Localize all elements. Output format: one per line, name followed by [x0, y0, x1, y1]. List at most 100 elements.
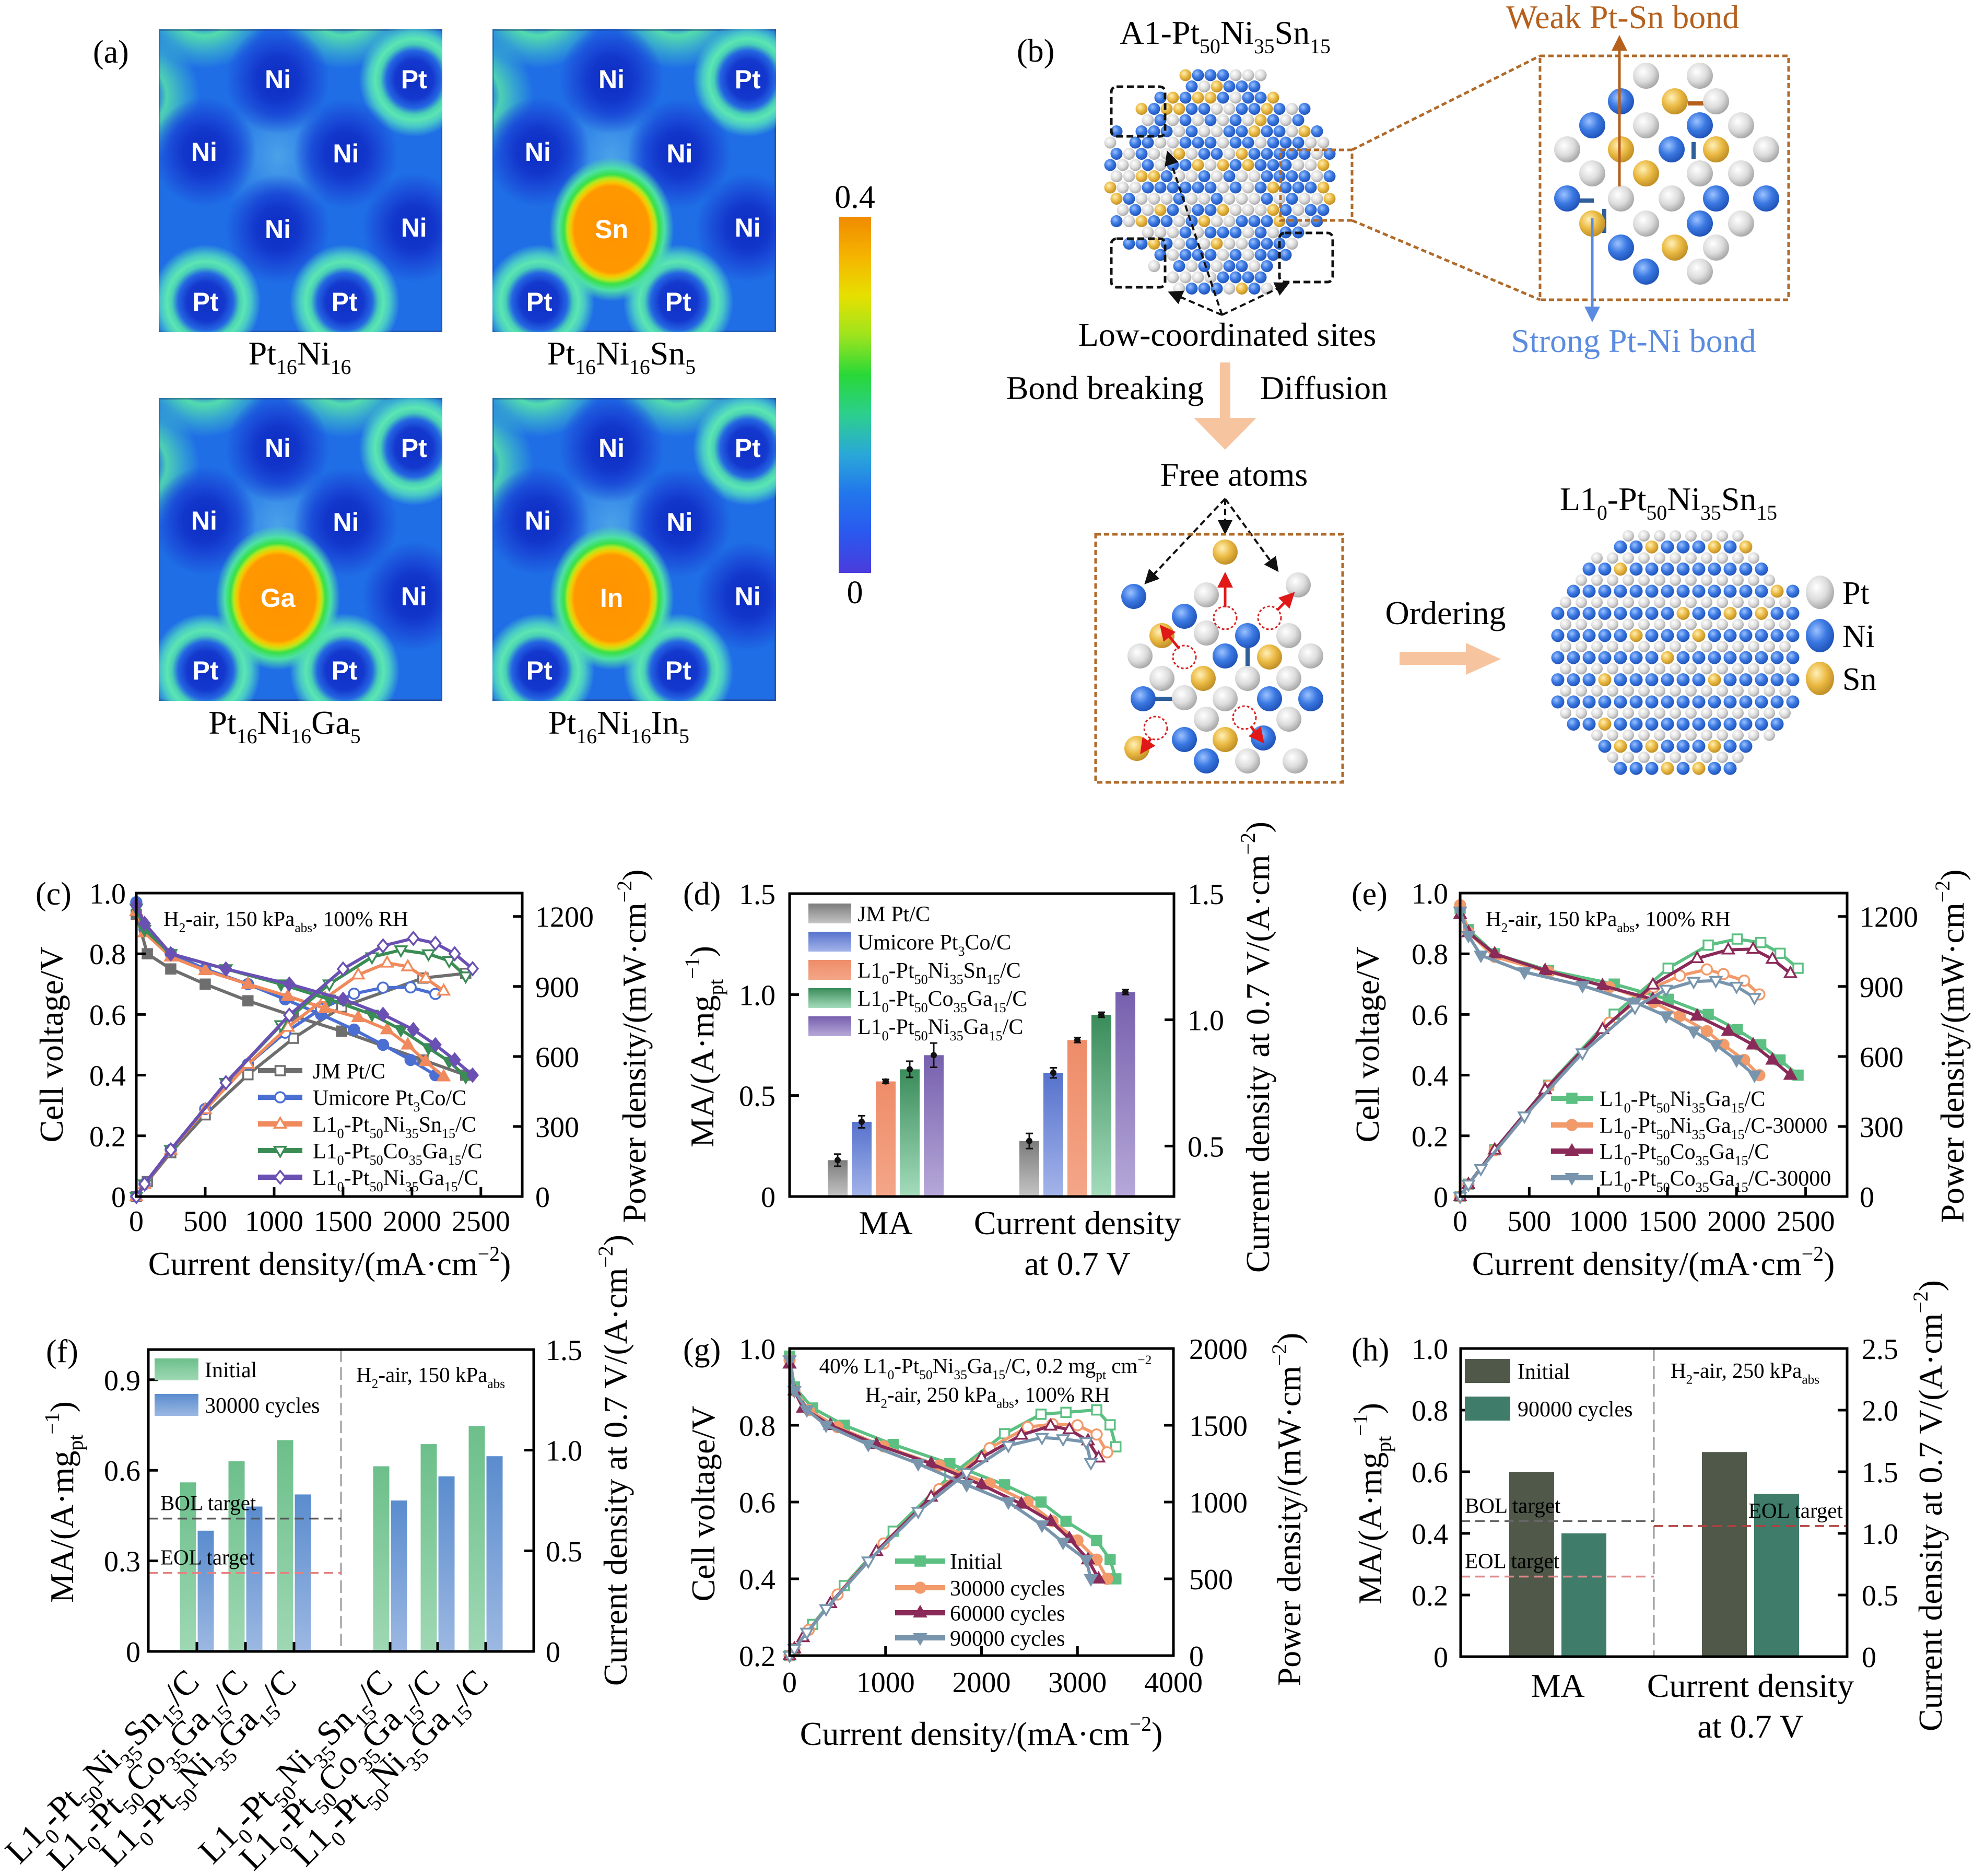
ni-atom: [1248, 103, 1261, 115]
bar: [1509, 1472, 1554, 1657]
pt-atom: [1129, 181, 1142, 194]
power-point: [1062, 1422, 1077, 1435]
voltage-point: [466, 1067, 479, 1083]
ni-atom: [1614, 606, 1627, 620]
y-tick-label: 0.6: [1412, 999, 1448, 1031]
sn-atom: [1192, 159, 1204, 171]
bar: [438, 1476, 455, 1651]
pt-atom: [1267, 226, 1279, 239]
voltage-point: [1035, 1520, 1050, 1533]
ni-atom: [1676, 673, 1690, 687]
ni-atom: [1135, 148, 1148, 160]
y-tick-label: 0.9: [104, 1365, 140, 1397]
legend-label: 30000 cycles: [205, 1394, 320, 1418]
ni-atom: [1629, 695, 1643, 709]
pt-atom: [1685, 752, 1697, 763]
ni-atom: [1582, 673, 1596, 687]
ni-atom: [1204, 204, 1217, 216]
y2-tick-label: 1.0: [1188, 1005, 1224, 1037]
power-point: [1746, 941, 1760, 954]
y-tick-label: 0.6: [104, 1455, 140, 1487]
pt-atom: [1764, 729, 1775, 741]
free-atoms-label: Free atoms: [1160, 456, 1308, 493]
pt-atom: [1732, 752, 1744, 763]
bar: [1115, 992, 1135, 1197]
ni-atom: [1254, 249, 1267, 261]
legend-label: 30000 cycles: [950, 1577, 1065, 1601]
pt-atom: [1167, 226, 1179, 239]
ni-atom: [1645, 562, 1659, 576]
ni-atom: [1273, 170, 1286, 182]
pt-atom: [1687, 259, 1713, 285]
atom-site-label: Pt: [159, 237, 268, 332]
pt-atom: [1591, 618, 1603, 630]
bar: [900, 1069, 920, 1197]
pt-atom: [1135, 193, 1148, 205]
legend: JM Pt/C Umicore Pt3Co/CL10-Pt50Ni35Sn15/C…: [808, 902, 1027, 1043]
ni-atom: [1598, 584, 1612, 598]
legend-label: Initial: [205, 1358, 257, 1382]
legend-label: 90000 cycles: [950, 1627, 1065, 1651]
power-point: [377, 981, 390, 994]
bar: [924, 1055, 944, 1197]
ni-atom: [1739, 717, 1753, 731]
ni-atom: [1629, 651, 1643, 664]
power-point: [458, 971, 473, 984]
ni-atom: [1323, 170, 1336, 182]
pt-atom: [1717, 707, 1728, 719]
x-tick-label: 1000: [245, 1205, 303, 1238]
x-tick-label: 500: [183, 1205, 227, 1238]
ni-atom: [1179, 226, 1192, 239]
pt-atom: [1685, 641, 1697, 652]
pt-atom: [1670, 663, 1681, 675]
zoom-connector-line: [1352, 219, 1541, 301]
pt-atom: [1286, 238, 1298, 250]
pt-atom: [1779, 618, 1791, 630]
pt-atom: [1670, 618, 1681, 630]
pt-atom: [1298, 193, 1311, 205]
pt-atom: [1654, 574, 1665, 586]
diffusion-arrow: [1159, 625, 1180, 650]
voltage-point: [348, 1023, 360, 1036]
pt-atom: [1701, 752, 1712, 763]
ni-atom: [1279, 159, 1292, 171]
sn-atom: [1755, 606, 1768, 620]
pt-atom: [1685, 574, 1697, 586]
ni-sphere-icon: [1806, 619, 1834, 652]
pt-atom: [1117, 159, 1129, 171]
ni-atom: [1242, 91, 1254, 104]
charge-density-map: Ni Pt Ni Ni Ni Ni Pt Pt: [159, 29, 442, 332]
panel-label: (c): [36, 876, 72, 912]
voltage-point: [436, 1069, 451, 1082]
ni-atom: [1708, 761, 1721, 775]
legend-marker: [274, 1091, 287, 1104]
sn-atom: [1708, 673, 1721, 687]
pt-atom: [1242, 69, 1254, 81]
pt-atom: [1173, 283, 1185, 295]
ni-atom: [1131, 686, 1156, 711]
bar: [1091, 1015, 1111, 1197]
sn-atom: [1191, 666, 1216, 691]
pt-atom: [1142, 204, 1154, 216]
power-point: [164, 1142, 178, 1158]
ni-atom: [1160, 215, 1173, 227]
voltage-point: [1001, 1497, 1016, 1510]
sn-atom: [1261, 103, 1273, 115]
pt-atom: [1607, 596, 1618, 608]
map-caption: Pt16Ni16: [249, 335, 351, 379]
ni-atom: [1192, 249, 1204, 261]
pt-atom: [1242, 226, 1254, 239]
pt-atom: [1638, 552, 1650, 564]
atom-site-label: Ni: [361, 541, 442, 651]
voltage-point: [800, 1405, 814, 1418]
bar: [228, 1461, 245, 1651]
ni-atom: [1217, 226, 1229, 239]
x-tick-label: 1000: [856, 1667, 915, 1699]
pt-atom: [1149, 666, 1174, 691]
ni-atom: [1786, 606, 1800, 620]
y2-tick-label: 2.5: [1862, 1333, 1898, 1366]
pt-atom: [1217, 181, 1229, 194]
pt-atom: [1154, 136, 1167, 149]
ni-atom: [1614, 695, 1627, 709]
sn-sphere-icon: [1806, 662, 1834, 695]
